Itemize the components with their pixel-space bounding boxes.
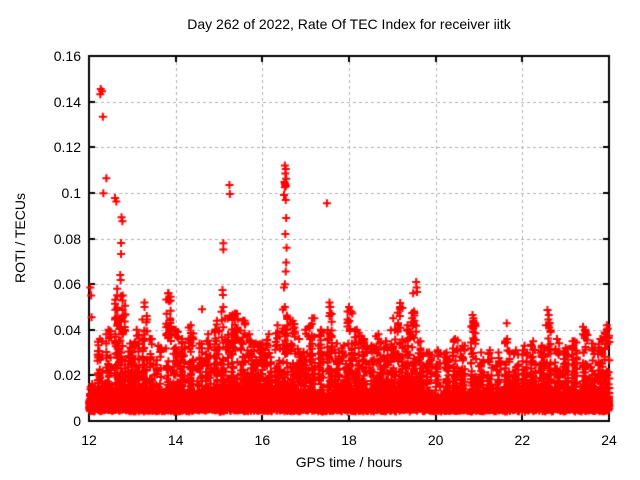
y-tick-label: 0.12 xyxy=(53,139,81,156)
x-tick-label: 12 xyxy=(81,432,97,448)
y-tick-label: 0.08 xyxy=(53,230,81,247)
y-tick-label: 0.04 xyxy=(53,321,81,338)
chart-title: Day 262 of 2022, Rate Of TEC Index for r… xyxy=(187,16,511,32)
x-tick-label: 18 xyxy=(341,432,357,448)
x-tick-label: 22 xyxy=(514,432,531,448)
x-tick-label: 20 xyxy=(427,432,444,448)
x-tick-label: 14 xyxy=(167,432,184,448)
y-tick-label: 0.02 xyxy=(53,367,81,384)
y-tick-label: 0.16 xyxy=(53,48,81,64)
y-tick-label: 0.14 xyxy=(53,93,81,110)
x-tick-label: 16 xyxy=(254,432,271,448)
x-tick-label: 24 xyxy=(601,432,617,448)
x-axis-label: GPS time / hours xyxy=(295,454,403,470)
y-tick-label: 0.1 xyxy=(61,184,81,201)
y-tick-label: 0 xyxy=(73,413,81,429)
y-tick-label: 0.06 xyxy=(53,276,81,293)
